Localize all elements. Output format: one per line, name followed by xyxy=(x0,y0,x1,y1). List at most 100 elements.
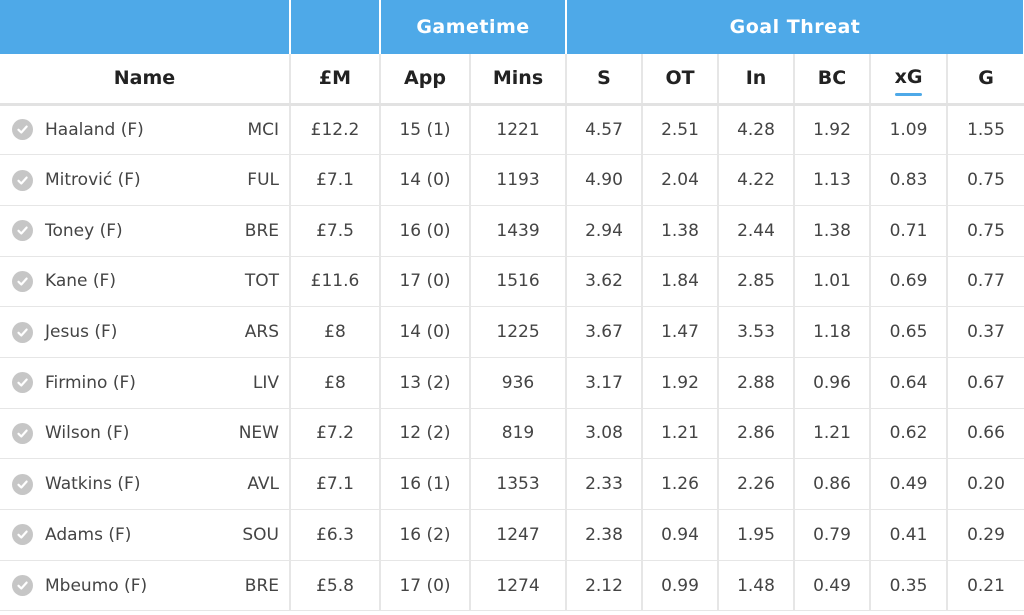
column-header-app[interactable]: App xyxy=(380,54,471,106)
cell-app: 15 (1) xyxy=(380,104,471,156)
player-cell-content: Toney (F) BRE xyxy=(12,220,279,242)
cell-price: £6.3 xyxy=(290,509,381,561)
cell-bc: 1.18 xyxy=(794,306,872,358)
check-circle-icon[interactable] xyxy=(12,169,33,191)
column-header-bc[interactable]: BC xyxy=(794,54,872,106)
cell-s: 3.62 xyxy=(566,256,644,308)
cell-xg: 0.69 xyxy=(870,256,949,308)
table-row[interactable]: Toney (F) BRE £7.5 16 (0) 1439 2.94 1.38… xyxy=(0,205,1024,257)
cell-ot: 2.51 xyxy=(642,104,720,156)
player-name: Mitrović (F) xyxy=(45,170,141,191)
player-cell[interactable]: Firmino (F) LIV xyxy=(0,357,291,409)
cell-app: 16 (1) xyxy=(380,458,471,510)
team-code: SOU xyxy=(242,524,279,545)
cell-s: 3.17 xyxy=(566,357,644,409)
table-row[interactable]: Wilson (F) NEW £7.2 12 (2) 819 3.08 1.21… xyxy=(0,408,1024,460)
check-mark-icon xyxy=(17,328,28,337)
player-name: Jesus (F) xyxy=(45,322,118,343)
cell-xg: 0.83 xyxy=(870,154,949,206)
check-circle-icon[interactable] xyxy=(12,372,33,394)
cell-s: 3.67 xyxy=(566,306,644,358)
cell-bc: 1.38 xyxy=(794,205,872,257)
cell-s: 4.57 xyxy=(566,104,644,156)
check-mark-icon xyxy=(17,429,28,438)
column-header-xg[interactable]: xG xyxy=(870,54,949,106)
column-header-ot[interactable]: OT xyxy=(642,54,720,106)
check-circle-icon[interactable] xyxy=(12,321,33,343)
player-name: Firmino (F) xyxy=(45,372,136,393)
cell-xg: 0.49 xyxy=(870,458,949,510)
player-cell-content: Wilson (F) NEW xyxy=(12,422,279,444)
table-row[interactable]: Jesus (F) ARS £8 14 (0) 1225 3.67 1.47 3… xyxy=(0,306,1024,358)
player-cell-content: Watkins (F) AVL xyxy=(12,473,279,495)
cell-mins: 1225 xyxy=(470,306,568,358)
column-header-s[interactable]: S xyxy=(566,54,644,106)
cell-bc: 1.21 xyxy=(794,408,872,460)
cell-in: 1.48 xyxy=(718,560,796,612)
cell-g: 0.66 xyxy=(947,408,1024,460)
team-code: TOT xyxy=(244,271,279,292)
cell-bc: 0.96 xyxy=(794,357,872,409)
column-header-g[interactable]: G xyxy=(947,54,1024,106)
cell-in: 2.44 xyxy=(718,205,796,257)
column-header-xg-text: xG xyxy=(894,66,923,89)
cell-s: 2.38 xyxy=(566,509,644,561)
column-header-row: Name £M App Mins S OT In BC xG G xyxy=(0,54,1024,106)
table-row[interactable]: Kane (F) TOT £11.6 17 (0) 1516 3.62 1.84… xyxy=(0,256,1024,308)
group-header-blank xyxy=(289,0,381,54)
team-code: FUL xyxy=(247,170,279,191)
player-cell[interactable]: Adams (F) SOU xyxy=(0,509,291,561)
table-row[interactable]: Mbeumo (F) BRE £5.8 17 (0) 1274 2.12 0.9… xyxy=(0,560,1024,612)
column-header-name[interactable]: Name xyxy=(0,54,291,106)
check-circle-icon[interactable] xyxy=(12,524,33,546)
check-circle-icon[interactable] xyxy=(12,220,33,242)
player-cell[interactable]: Kane (F) TOT xyxy=(0,256,291,308)
cell-s: 4.90 xyxy=(566,154,644,206)
cell-ot: 0.94 xyxy=(642,509,720,561)
player-cell[interactable]: Mitrović (F) FUL xyxy=(0,154,291,206)
column-header-mins[interactable]: Mins xyxy=(470,54,568,106)
cell-price: £12.2 xyxy=(290,104,381,156)
cell-in: 2.85 xyxy=(718,256,796,308)
team-code: BRE xyxy=(244,575,279,596)
cell-in: 1.95 xyxy=(718,509,796,561)
cell-price: £8 xyxy=(290,306,381,358)
cell-price: £11.6 xyxy=(290,256,381,308)
team-code: BRE xyxy=(244,220,279,241)
cell-xg: 0.35 xyxy=(870,560,949,612)
check-circle-icon[interactable] xyxy=(12,473,33,495)
team-code: ARS xyxy=(244,322,279,343)
check-mark-icon xyxy=(17,581,28,590)
check-mark-icon xyxy=(17,480,28,489)
player-cell[interactable]: Haaland (F) MCI xyxy=(0,104,291,156)
cell-g: 0.21 xyxy=(947,560,1024,612)
table-row[interactable]: Watkins (F) AVL £7.1 16 (1) 1353 2.33 1.… xyxy=(0,458,1024,510)
team-code: LIV xyxy=(252,372,279,393)
cell-bc: 0.86 xyxy=(794,458,872,510)
cell-app: 14 (0) xyxy=(380,154,471,206)
cell-ot: 0.99 xyxy=(642,560,720,612)
player-cell[interactable]: Mbeumo (F) BRE xyxy=(0,560,291,612)
player-cell[interactable]: Toney (F) BRE xyxy=(0,205,291,257)
check-circle-icon[interactable] xyxy=(12,270,33,292)
player-cell[interactable]: Watkins (F) AVL xyxy=(0,458,291,510)
table-row[interactable]: Mitrović (F) FUL £7.1 14 (0) 1193 4.90 2… xyxy=(0,154,1024,206)
table-row[interactable]: Adams (F) SOU £6.3 16 (2) 1247 2.38 0.94… xyxy=(0,509,1024,561)
player-cell-content: Haaland (F) MCI xyxy=(12,119,279,141)
table-row[interactable]: Firmino (F) LIV £8 13 (2) 936 3.17 1.92 … xyxy=(0,357,1024,409)
check-circle-icon[interactable] xyxy=(12,575,33,597)
player-cell[interactable]: Jesus (F) ARS xyxy=(0,306,291,358)
cell-price: £5.8 xyxy=(290,560,381,612)
check-circle-icon[interactable] xyxy=(12,119,33,141)
table-row[interactable]: Haaland (F) MCI £12.2 15 (1) 1221 4.57 2… xyxy=(0,104,1024,156)
check-circle-icon[interactable] xyxy=(12,422,33,444)
player-cell[interactable]: Wilson (F) NEW xyxy=(0,408,291,460)
group-header-goal-threat: Goal Threat xyxy=(565,0,1024,54)
column-header-in[interactable]: In xyxy=(718,54,796,106)
cell-ot: 2.04 xyxy=(642,154,720,206)
column-header-price[interactable]: £M xyxy=(290,54,381,106)
cell-xg: 0.64 xyxy=(870,357,949,409)
cell-mins: 819 xyxy=(470,408,568,460)
cell-in: 4.28 xyxy=(718,104,796,156)
